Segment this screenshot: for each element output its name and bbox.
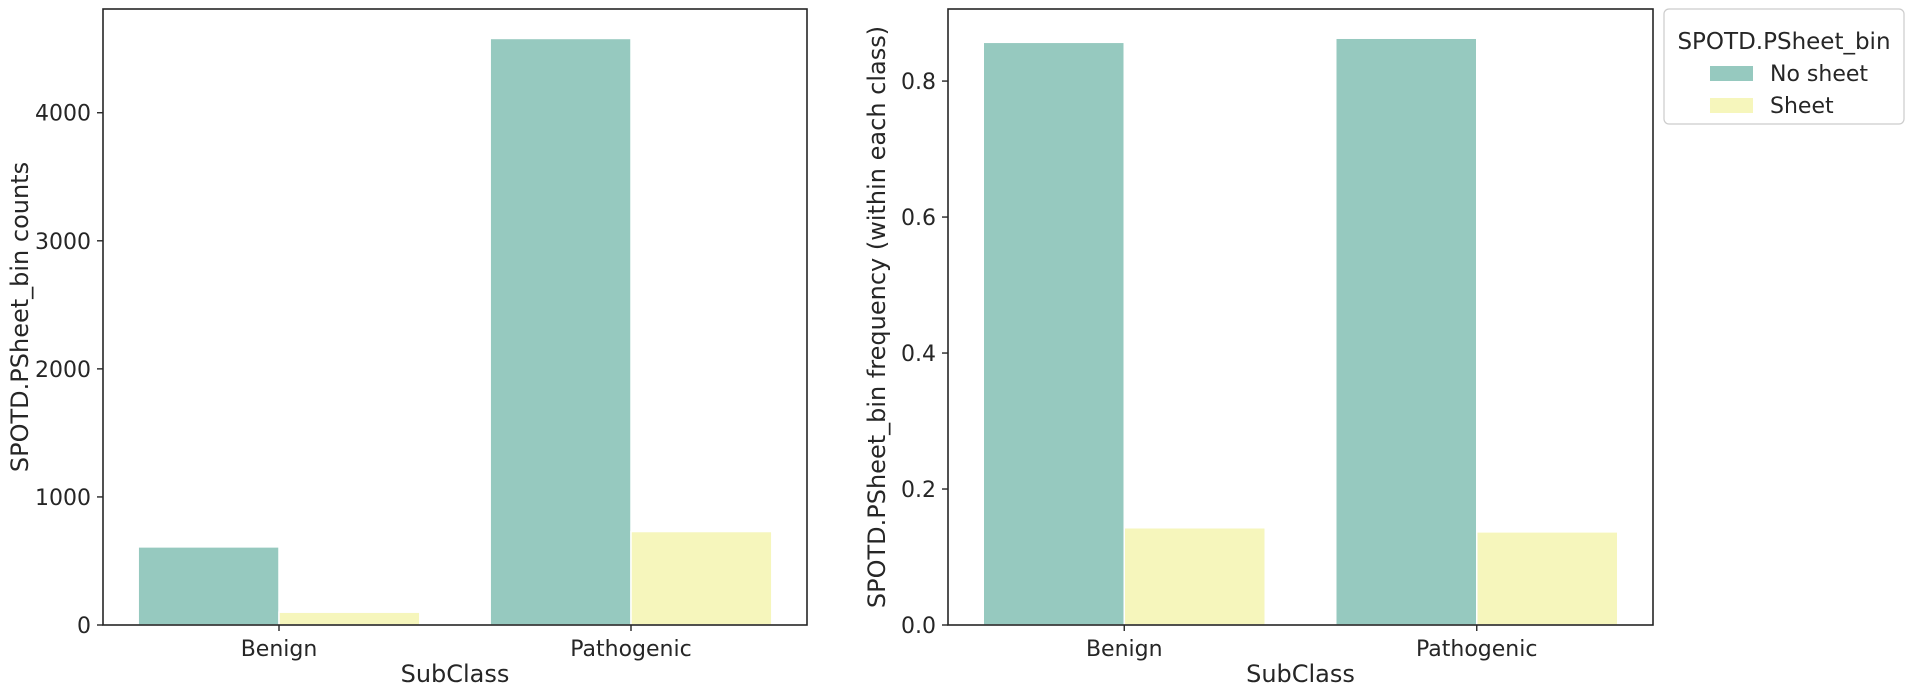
axes-frame — [102, 8, 808, 626]
bar-sheet-benign — [278, 611, 421, 626]
y-axis-label: SPOTD.PSheet_bin counts — [6, 162, 34, 472]
y-tick-label: 3000 — [35, 230, 91, 255]
y-tick-label: 4000 — [35, 102, 91, 127]
chart-counts: 0 1000 2000 3000 4000 Benign Pathogenic SubClas… — [6, 8, 808, 688]
legend-label-no-sheet: No sheet — [1770, 62, 1868, 87]
y-axis-label: SPOTD.PSheet_bin frequency (within each … — [863, 26, 891, 608]
bar-no-sheet-benign — [982, 41, 1125, 626]
legend-label-sheet: Sheet — [1770, 94, 1834, 119]
x-tick-label: Benign — [241, 637, 318, 662]
x-tick-label: Pathogenic — [1416, 637, 1537, 662]
y-tick-label: 0.8 — [901, 70, 936, 95]
y-tick-label: 2000 — [35, 358, 91, 383]
bar-sheet-pathogenic — [1476, 531, 1619, 626]
x-tick-label: Benign — [1086, 637, 1163, 662]
legend-swatch-no-sheet — [1710, 66, 1753, 81]
legend-swatch-sheet — [1710, 98, 1753, 113]
bar-sheet-benign — [1123, 527, 1266, 626]
y-tick-label: 0.2 — [901, 478, 936, 503]
bar-no-sheet-benign — [137, 546, 280, 626]
bar-sheet-pathogenic — [630, 530, 773, 626]
chart-frequency: 0.0 0.2 0.4 0.6 0.8 Benign Pathogenic SubClass S… — [863, 8, 1654, 688]
y-tick-label: 0.6 — [901, 206, 936, 231]
y-tick-label: 0 — [77, 614, 91, 639]
x-tick-label: Pathogenic — [570, 637, 691, 662]
y-tick-label: 1000 — [35, 486, 91, 511]
legend: SPOTD.PSheet_bin No sheet Sheet — [1663, 8, 1905, 125]
bar-no-sheet-pathogenic — [1335, 37, 1478, 626]
y-tick-label: 0.4 — [901, 342, 936, 367]
legend-title: SPOTD.PSheet_bin — [1677, 29, 1890, 55]
y-tick-label: 0.0 — [901, 614, 936, 639]
x-axis-label: SubClass — [401, 660, 510, 688]
x-axis-label: SubClass — [1246, 660, 1355, 688]
bar-no-sheet-pathogenic — [489, 37, 632, 626]
axes-frame — [947, 8, 1654, 626]
legend-box — [1663, 8, 1905, 125]
